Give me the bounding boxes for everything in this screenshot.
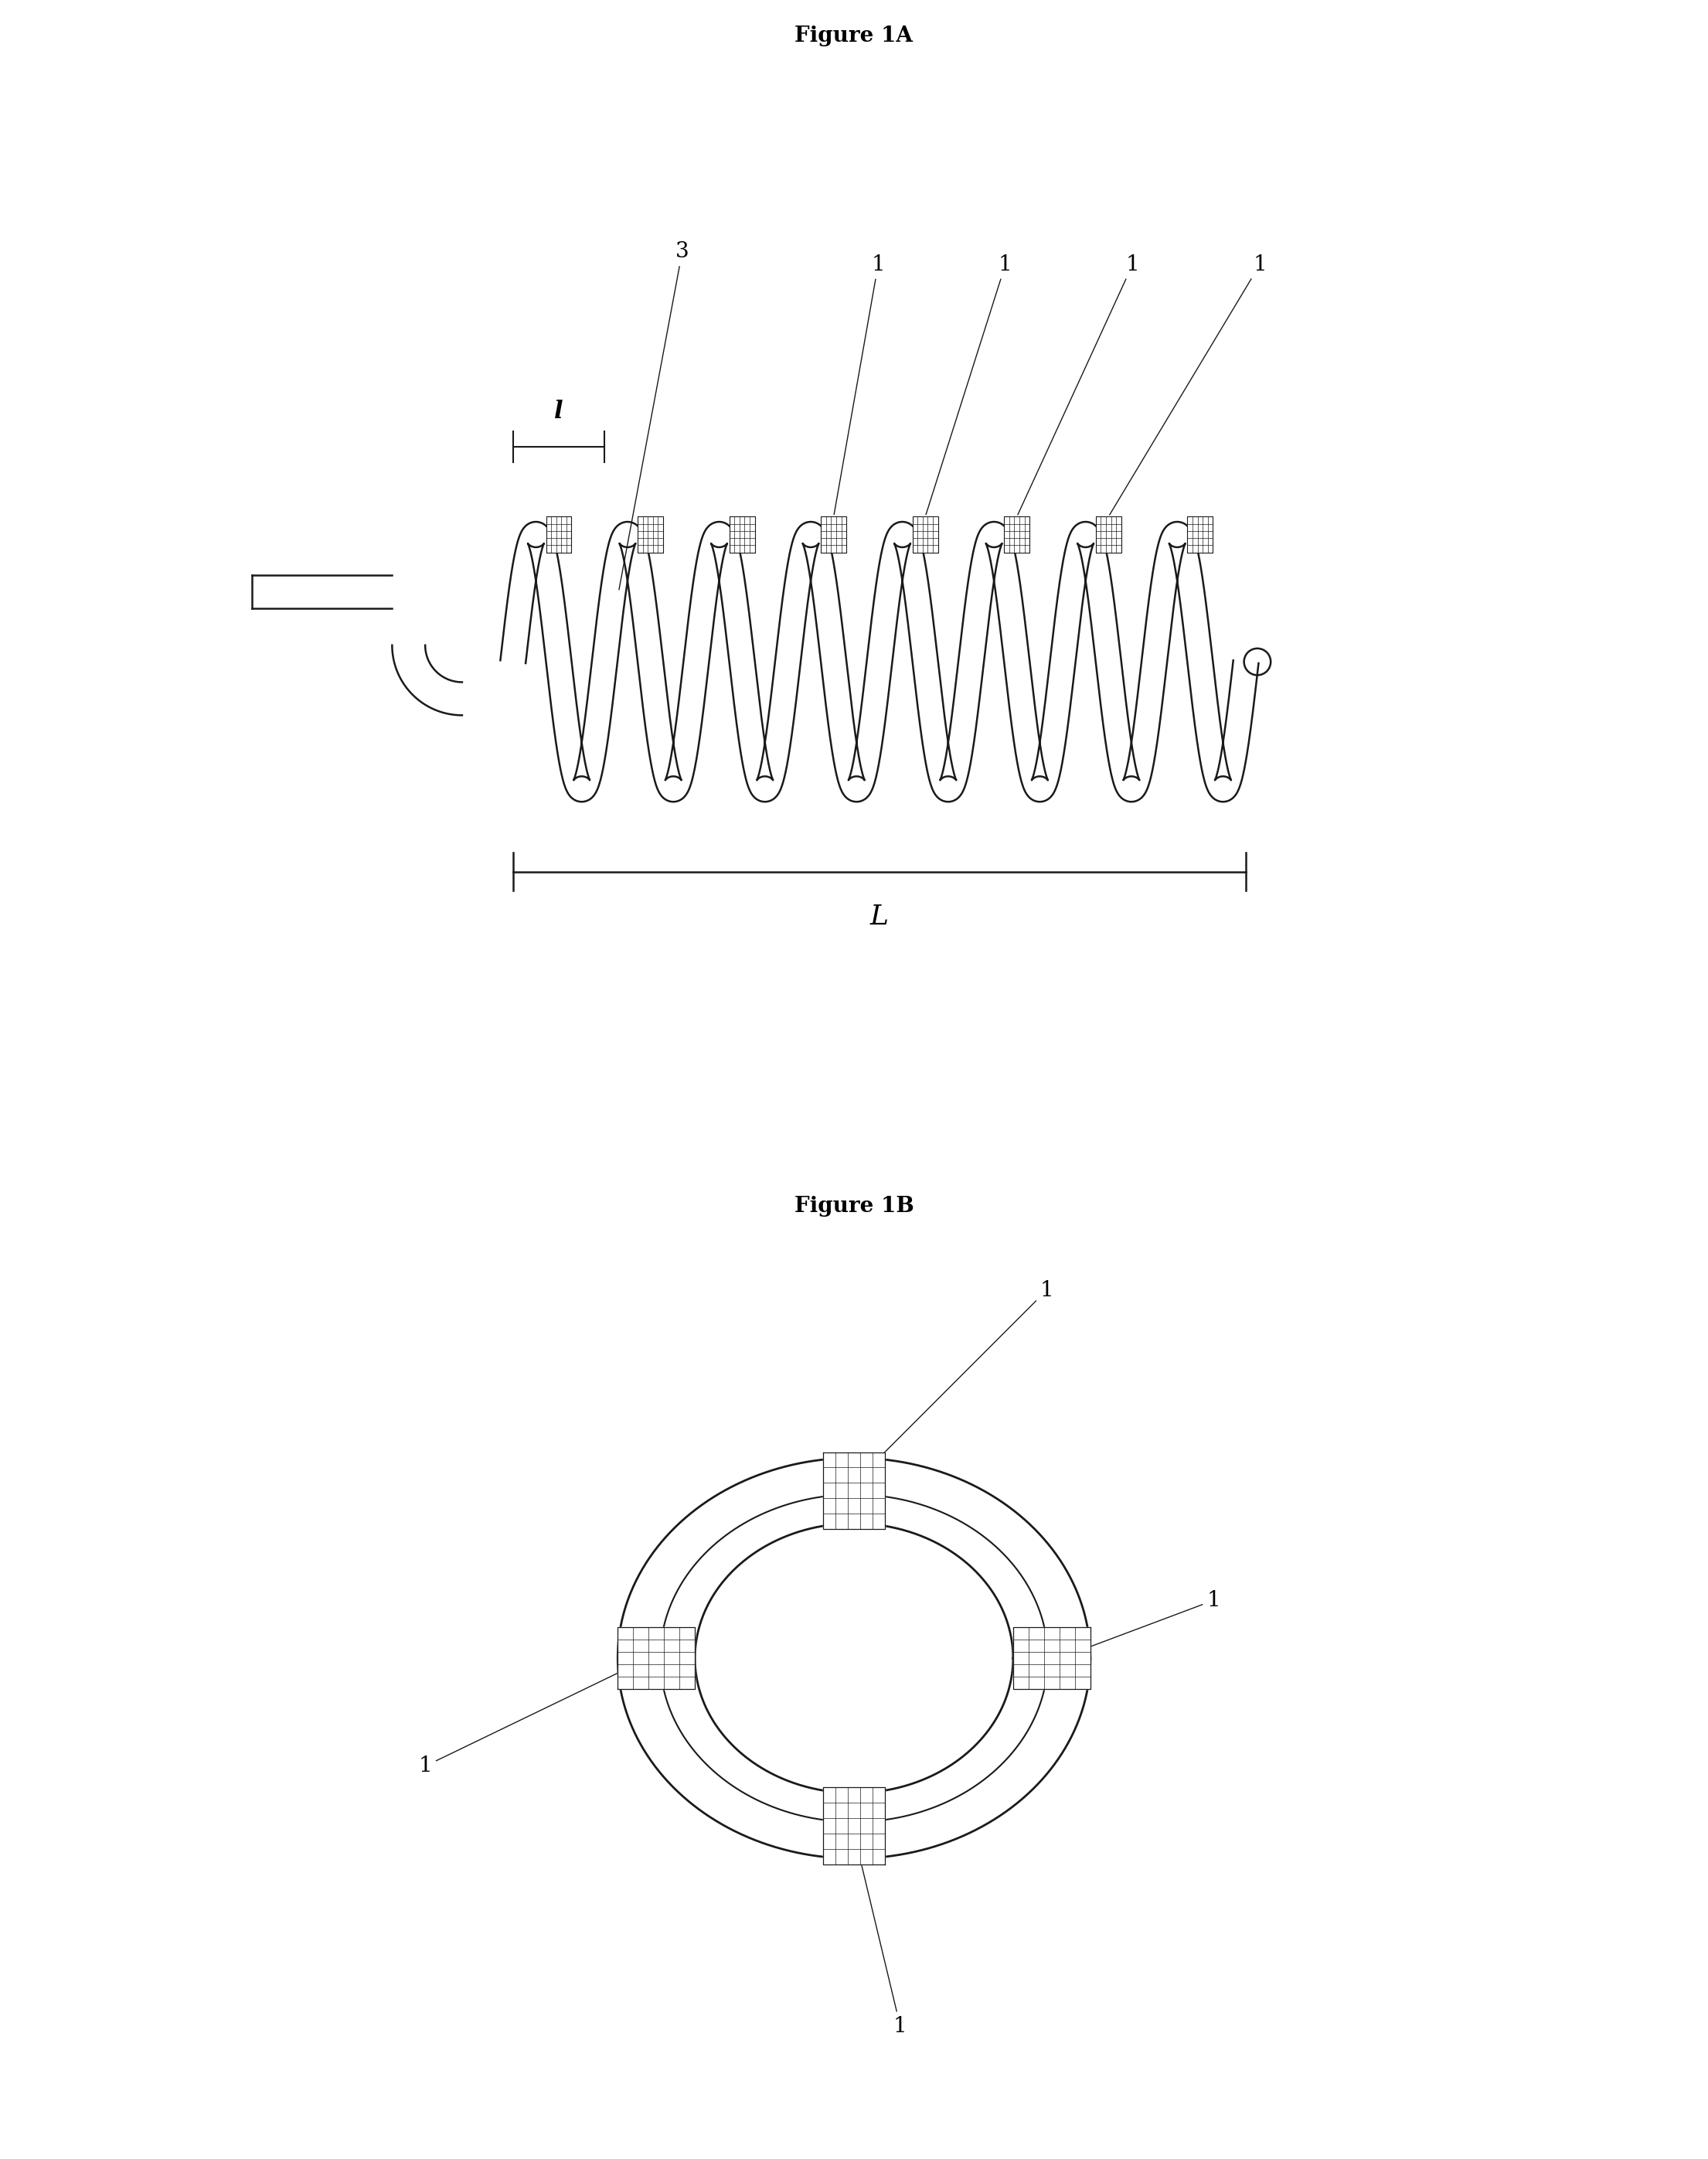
Polygon shape bbox=[823, 1453, 885, 1529]
Bar bbox=[1187, 516, 1213, 553]
Bar bbox=[547, 516, 572, 553]
Text: 1: 1 bbox=[856, 1280, 1054, 1481]
Text: l: l bbox=[555, 399, 564, 423]
Polygon shape bbox=[618, 1628, 695, 1688]
Text: 1: 1 bbox=[1110, 255, 1267, 514]
Polygon shape bbox=[823, 1788, 885, 1863]
Text: 1: 1 bbox=[1061, 1589, 1220, 1658]
Bar bbox=[1097, 516, 1120, 553]
Bar bbox=[912, 516, 938, 553]
Bar bbox=[822, 516, 847, 553]
Text: Figure 1B: Figure 1B bbox=[794, 1196, 914, 1218]
Text: 1: 1 bbox=[926, 255, 1013, 514]
Polygon shape bbox=[1013, 1628, 1090, 1688]
Text: 1: 1 bbox=[834, 255, 885, 514]
Text: 1: 1 bbox=[854, 1835, 907, 2036]
Text: 3: 3 bbox=[618, 242, 688, 589]
Bar bbox=[729, 516, 755, 553]
Bar bbox=[1004, 516, 1030, 553]
Text: L: L bbox=[869, 905, 888, 931]
Text: 1: 1 bbox=[418, 1658, 647, 1777]
Text: Figure 1A: Figure 1A bbox=[794, 26, 914, 45]
Bar bbox=[637, 516, 663, 553]
Text: 1: 1 bbox=[1018, 255, 1139, 514]
